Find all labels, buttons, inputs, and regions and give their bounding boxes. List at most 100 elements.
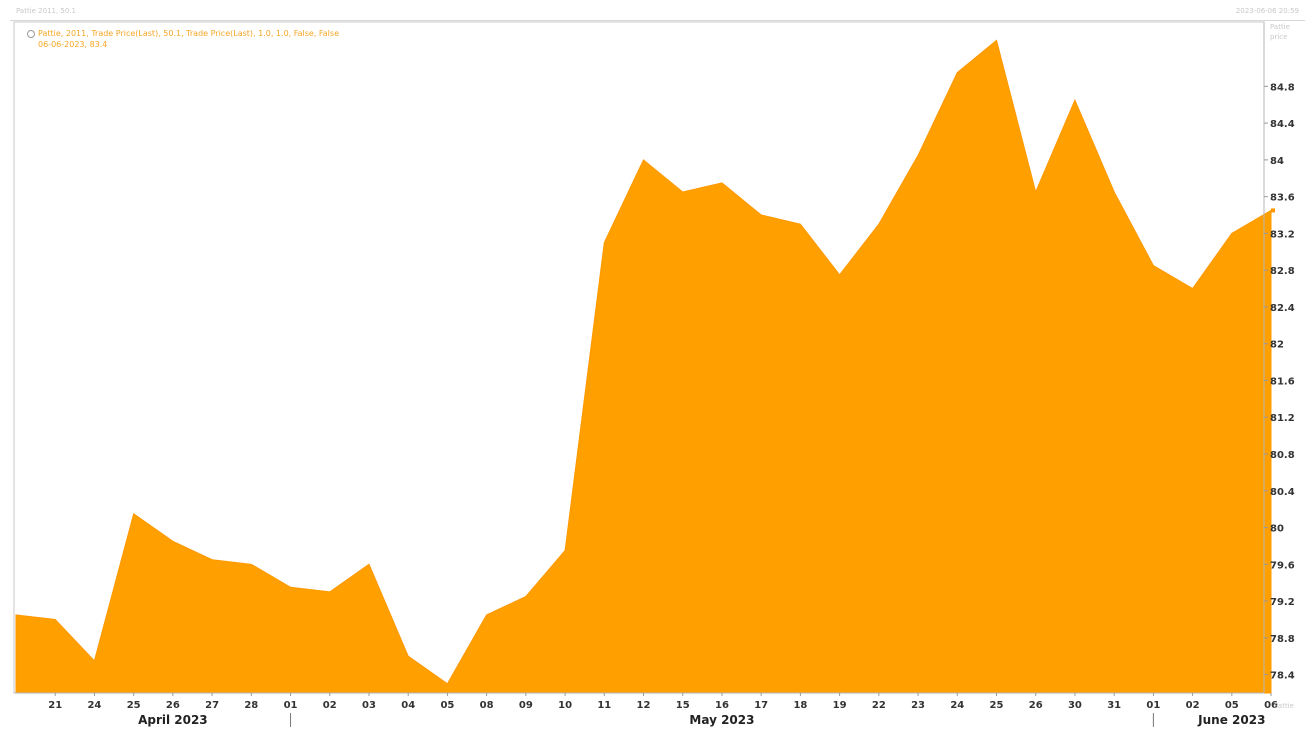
y-tick-label: 78.4 [1270,671,1295,682]
data-point[interactable] [1112,190,1116,194]
data-point[interactable] [1034,190,1038,194]
x-tick-label: 30 [1068,700,1082,711]
x-tick-label: 16 [715,700,729,711]
data-point[interactable] [406,654,410,658]
data-point[interactable] [916,153,920,157]
y-tick-label: 83.2 [1270,229,1295,240]
x-tick-label: 11 [597,700,611,711]
data-point[interactable] [132,512,136,516]
data-point[interactable] [877,222,881,226]
last-price-marker [1271,208,1275,213]
x-tick-label: 23 [911,700,925,711]
x-tick-label: 28 [244,700,258,711]
x-tick-label: 17 [754,700,768,711]
last-price-marker-layer [1271,208,1275,213]
month-labels: April 2023 May 2023 June 2023 [138,713,1265,727]
x-tick-label: 26 [1029,700,1043,711]
data-point[interactable] [53,618,57,622]
x-tick-label: 02 [1186,700,1200,711]
data-point[interactable] [759,213,763,217]
x-tick-label: 24 [87,700,101,711]
data-point[interactable] [681,190,685,194]
x-tick-label: 25 [990,700,1004,711]
x-tick-label: 01 [1146,700,1160,711]
x-tick-label: 15 [676,700,690,711]
x-tick-label: 27 [205,700,219,711]
x-tick-label: 25 [127,700,141,711]
data-point[interactable] [485,613,489,617]
x-tick-label: 03 [362,700,376,711]
y-tick-label: 80.8 [1270,450,1295,461]
y-axis-ticks: 78.4 78.8 79.2 79.6 80 80.4 80.8 81.2 81.6 82 82.4… [1264,82,1295,682]
x-tick-label: 02 [323,700,337,711]
legend-last-value: 06-06-2023, 83.4 [38,40,108,49]
data-point[interactable] [14,613,18,617]
y-tick-label: 84.4 [1270,119,1295,130]
data-point[interactable] [995,38,999,42]
y-tick-label: 82.4 [1270,303,1295,314]
data-point[interactable] [602,241,606,245]
data-point[interactable] [92,659,96,663]
price-area[interactable] [15,39,1272,694]
window-title-bar: Pattie 2011, 50.1 2023-06-06 20:59 [10,6,1305,21]
data-point[interactable] [1230,231,1234,235]
data-point[interactable] [249,562,253,566]
y-tick-label: 82 [1270,340,1284,351]
x-tick-label: 19 [833,700,847,711]
legend-series-description: Pattie, 2011, Trade Price(Last), 50.1, T… [38,29,339,38]
data-point[interactable] [720,181,724,185]
y-tick-label: 79.6 [1270,560,1295,571]
data-point[interactable] [524,595,528,599]
y-tick-label: 81.6 [1270,376,1295,387]
y-tick-label: 84.8 [1270,82,1295,93]
y-tick-label: 80.4 [1270,487,1295,498]
x-tick-label: 26 [166,700,180,711]
data-point[interactable] [1073,98,1077,102]
y-tick-label: 81.2 [1270,413,1295,424]
area-series-layer [14,38,1272,694]
x-tick-label: 05 [1225,700,1239,711]
x-tick-label: 22 [872,700,886,711]
data-point[interactable] [210,558,214,562]
series-legend[interactable]: Pattie, 2011, Trade Price(Last), 50.1, T… [27,28,339,50]
data-point[interactable] [1151,264,1155,268]
data-point[interactable] [1191,287,1195,291]
price-axis-footer: Pattie [1274,702,1294,710]
legend-settings-icon[interactable] [27,30,35,38]
data-point[interactable] [328,590,332,594]
y-tick-label: 78.8 [1270,634,1295,645]
x-tick-label: 04 [401,700,415,711]
y-tick-label: 80 [1270,524,1284,535]
x-axis-ticks: 21 24 25 26 27 28 01 02 03 04 05 08 09 10 11 12 15 16 17 18… [48,693,1278,711]
month-label: April 2023 [138,713,208,727]
data-point[interactable] [367,562,371,566]
data-point[interactable] [445,682,449,686]
x-tick-label: 05 [440,700,454,711]
data-point[interactable] [171,539,175,543]
data-point[interactable] [798,222,802,226]
x-tick-label: 10 [558,700,572,711]
x-tick-label: 31 [1107,700,1121,711]
y-tick-label: 84 [1270,156,1284,167]
price-axis-caption: Pattie price [1270,23,1290,41]
header-right-text: 2023-06-06 20:59 [1235,7,1299,15]
data-point[interactable] [642,158,646,162]
x-tick-label: 09 [519,700,533,711]
y-tick-label: 83.6 [1270,193,1295,204]
x-tick-label: 06 [1264,700,1278,711]
x-tick-label: 18 [793,700,807,711]
x-tick-label: 01 [284,700,298,711]
data-point[interactable] [563,549,567,553]
x-tick-label: 12 [637,700,651,711]
data-point[interactable] [955,71,959,75]
y-tick-label: 82.8 [1270,266,1295,277]
y-tick-label: 79.2 [1270,597,1295,608]
month-label: June 2023 [1197,713,1265,727]
data-point[interactable] [289,585,293,589]
header-left-text: Pattie 2011, 50.1 [16,7,77,15]
x-tick-label: 21 [48,700,62,711]
x-tick-label: 08 [480,700,494,711]
data-point[interactable] [838,273,842,277]
